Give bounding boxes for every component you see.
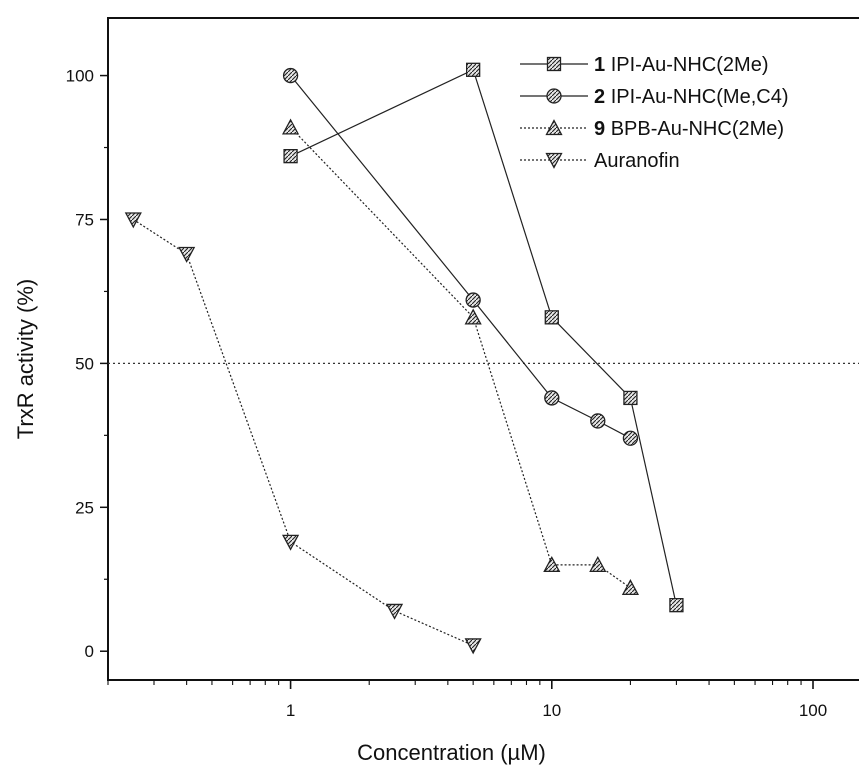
y-tick-label: 100 xyxy=(66,67,94,86)
data-point xyxy=(591,414,605,428)
axis-ticks: 0 25 50 75 100 1 10 100 xyxy=(66,67,828,720)
legend-name: BPB-Au-NHC(2Me) xyxy=(611,118,784,140)
data-point xyxy=(179,248,194,262)
data-point xyxy=(623,431,637,445)
y-tick-label: 0 xyxy=(85,642,94,661)
series-line xyxy=(133,220,473,646)
series-2 xyxy=(284,69,638,446)
legend-marker xyxy=(548,58,561,71)
legend-label: Auranofin xyxy=(594,150,680,172)
data-point xyxy=(590,557,605,571)
legend-label: 1 IPI-Au-NHC(2Me) xyxy=(594,54,768,76)
data-point xyxy=(545,391,559,405)
data-point xyxy=(284,69,298,83)
series-line xyxy=(291,76,631,439)
data-point xyxy=(623,580,638,594)
y-axis-title: TrxR activity (%) xyxy=(13,279,38,440)
data-point xyxy=(126,213,141,227)
data-point xyxy=(284,150,297,163)
series-line xyxy=(291,127,631,588)
data-point xyxy=(466,639,481,653)
data-point xyxy=(466,310,481,324)
data-point xyxy=(283,535,298,549)
legend-number: 1 xyxy=(594,54,611,76)
legend-name: Auranofin xyxy=(594,150,680,172)
series-3 xyxy=(283,120,638,595)
legend-entry: 1 IPI-Au-NHC(2Me) xyxy=(520,54,768,76)
data-point xyxy=(283,120,298,134)
legend-number: 9 xyxy=(594,118,611,140)
x-tick-label: 10 xyxy=(542,701,561,720)
x-axis-title: Concentration (µM) xyxy=(357,740,546,765)
legend-entry: Auranofin xyxy=(520,150,680,172)
legend-number: 2 xyxy=(594,86,611,108)
legend-entry: 9 BPB-Au-NHC(2Me) xyxy=(520,118,784,140)
y-tick-label: 25 xyxy=(75,498,94,517)
data-point xyxy=(624,391,637,404)
legend-name: IPI-Au-NHC(2Me) xyxy=(611,54,769,76)
legend-label: 9 BPB-Au-NHC(2Me) xyxy=(594,118,784,140)
x-tick-label: 100 xyxy=(799,701,827,720)
data-point xyxy=(670,599,683,612)
legend-marker xyxy=(547,89,561,103)
data-point xyxy=(467,63,480,76)
y-tick-label: 75 xyxy=(75,210,94,229)
data-point xyxy=(387,604,402,618)
legend-name: IPI-Au-NHC(Me,C4) xyxy=(611,86,789,108)
legend: 1 IPI-Au-NHC(2Me)2 IPI-Au-NHC(Me,C4)9 BP… xyxy=(520,54,788,172)
legend-entry: 2 IPI-Au-NHC(Me,C4) xyxy=(520,86,788,108)
x-tick-label: 1 xyxy=(286,701,295,720)
series-4 xyxy=(126,213,481,653)
data-point xyxy=(466,293,480,307)
series-1 xyxy=(284,63,683,611)
y-tick-label: 50 xyxy=(75,354,94,373)
legend-label: 2 IPI-Au-NHC(Me,C4) xyxy=(594,86,788,108)
data-point xyxy=(545,311,558,324)
